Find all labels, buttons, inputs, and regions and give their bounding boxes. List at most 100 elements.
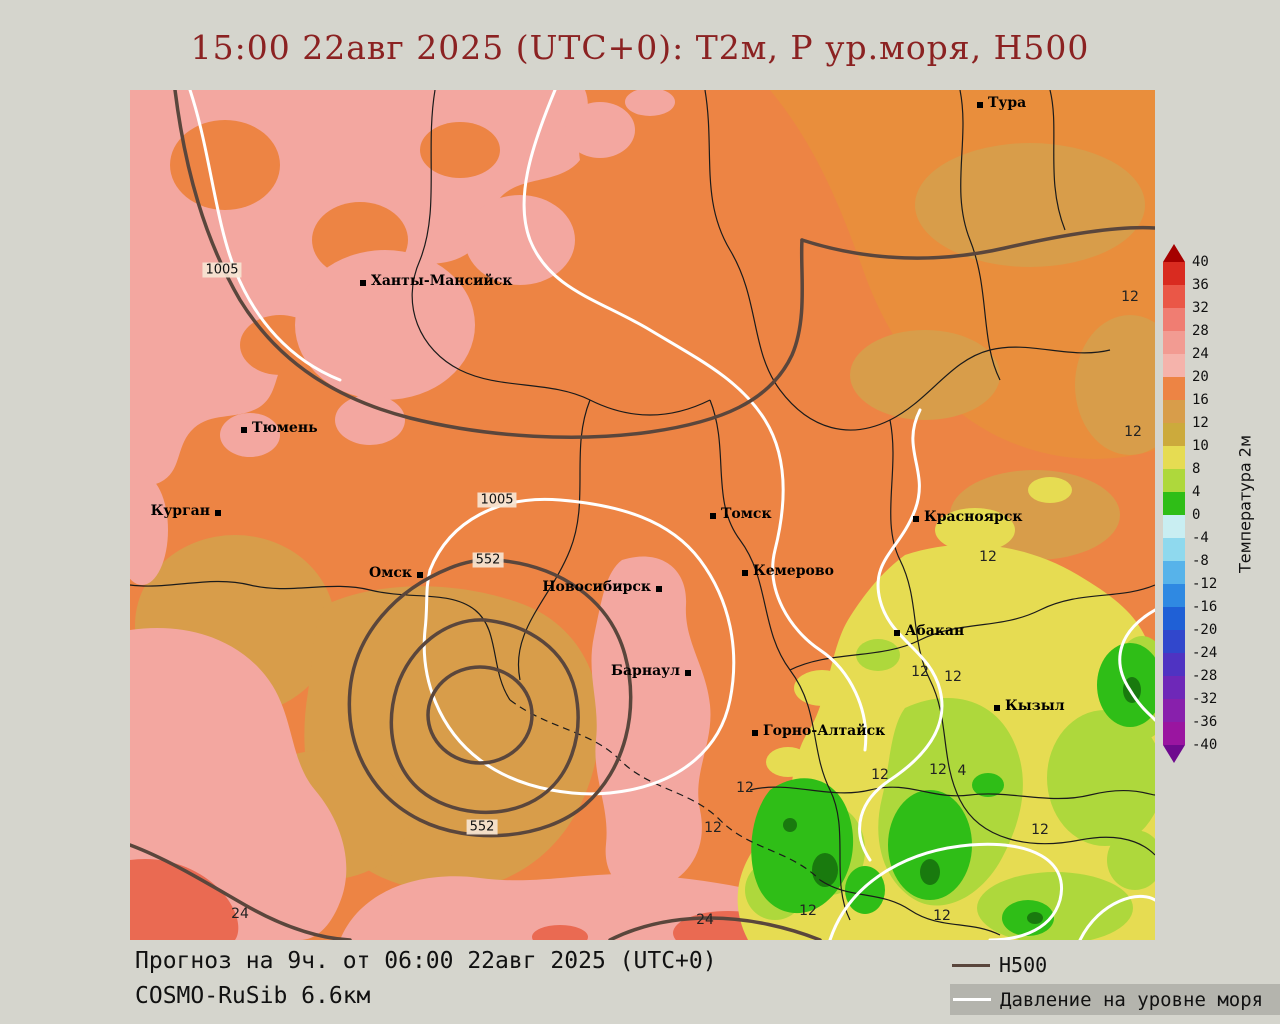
city-dot-icon: [977, 102, 983, 108]
city-label: Томск: [721, 506, 772, 522]
colorbar-band: [1163, 630, 1185, 653]
city-label: Тюмень: [252, 420, 318, 436]
colorbar-title: Температура 2м: [1235, 434, 1255, 573]
colorbar-band: [1163, 377, 1185, 400]
model-info-line: COSMO-RuSib 6.6км: [135, 983, 371, 1009]
colorbar-band: [1163, 423, 1185, 446]
contour-label: 12: [704, 820, 722, 836]
contour-label: 4: [957, 763, 967, 779]
city-label: Новосибирск: [542, 579, 651, 595]
colorbar-ticks: 40 36 32 28 24 20 16 12 10 8 4 0 -4 -8 -12 -16 -20 -24 -28…: [1192, 254, 1232, 762]
colorbar-tick: 40: [1192, 254, 1209, 270]
city-label: Красноярск: [924, 509, 1023, 525]
colorbar-tick: 28: [1192, 323, 1209, 339]
colorbar-band: [1163, 308, 1185, 331]
city-label: Ханты-Мансийск: [371, 273, 513, 289]
colorbar-tick: 4: [1192, 484, 1201, 500]
colorbar-tick: 32: [1192, 300, 1209, 316]
colorbar-band: [1163, 469, 1185, 492]
legend-pressure: Давление на уровне моря: [950, 984, 1280, 1015]
colorbar-bands: [1163, 262, 1185, 745]
colorbar-tick: -24: [1192, 645, 1218, 661]
city-label: Кемерово: [753, 563, 834, 579]
colorbar-band: [1163, 515, 1185, 538]
city-dot-icon: [913, 516, 919, 522]
city-label: Кызыл: [1005, 698, 1065, 714]
contour-label: 12: [736, 780, 754, 796]
city-label: Горно-Алтайск: [763, 723, 886, 739]
colorbar-band: [1163, 400, 1185, 423]
city-dot-icon: [417, 572, 423, 578]
city-dot-icon: [710, 513, 716, 519]
colorbar-tick: -16: [1192, 599, 1218, 615]
colorbar-tick: -12: [1192, 576, 1218, 592]
legend-h500: H500: [952, 953, 1047, 977]
colorbar-tick: 24: [1192, 346, 1209, 362]
city-label: Абакан: [905, 623, 965, 639]
colorbar-arrow-top: [1163, 244, 1185, 262]
contour-label: 12: [944, 669, 962, 685]
contour-label: 12: [871, 767, 889, 783]
city-dot-icon: [656, 586, 662, 592]
city-label: Тура: [988, 95, 1027, 111]
contour-label: 552: [472, 552, 504, 568]
colorbar-band: [1163, 653, 1185, 676]
colorbar-tick: -4: [1192, 530, 1209, 546]
pressure-label: Давление на уровне моря: [1000, 988, 1264, 1011]
city-dot-icon: [685, 670, 691, 676]
contour-label: 24: [696, 912, 714, 928]
page-title: 15:00 22авг 2025 (UTC+0): Т2м, P ур.моря…: [190, 28, 1090, 67]
contour-label: 12: [799, 903, 817, 919]
h500-label: H500: [999, 953, 1048, 977]
colorbar-band: [1163, 285, 1185, 308]
pressure-line-sample-icon: [953, 998, 991, 1001]
contour-label: 1005: [202, 262, 242, 278]
contour-label: 12: [933, 908, 951, 924]
colorbar-tick: 8: [1192, 461, 1201, 477]
colorbar-tick: 12: [1192, 415, 1209, 431]
city-dot-icon: [894, 630, 900, 636]
city-dot-icon: [994, 705, 1000, 711]
colorbar-tick: -40: [1192, 737, 1218, 753]
city-label: Барнаул: [611, 663, 680, 679]
temperature-colorbar: [1163, 244, 1185, 763]
city-dot-icon: [742, 570, 748, 576]
colorbar-band: [1163, 446, 1185, 469]
city-label: Омск: [369, 565, 412, 581]
colorbar-band: [1163, 607, 1185, 630]
colorbar-band: [1163, 492, 1185, 515]
contour-label: 12: [911, 664, 929, 680]
city-dot-icon: [360, 280, 366, 286]
colorbar-band: [1163, 699, 1185, 722]
contour-label: 12: [929, 762, 947, 778]
colorbar-band: [1163, 331, 1185, 354]
colorbar-tick: 0: [1192, 507, 1201, 523]
colorbar-band: [1163, 722, 1185, 745]
colorbar-band: [1163, 354, 1185, 377]
colorbar-band: [1163, 676, 1185, 699]
contour-label: 1005: [477, 492, 517, 508]
forecast-map: Тура Ханты-Мансийск Тюмень Курган Омск Томск К…: [130, 90, 1155, 940]
colorbar-band: [1163, 561, 1185, 584]
contour-label: 12: [1124, 424, 1142, 440]
colorbar-tick: -28: [1192, 668, 1218, 684]
city-dot-icon: [752, 730, 758, 736]
temperature-field-svg: [130, 90, 1155, 940]
city-dot-icon: [215, 510, 221, 516]
city-dot-icon: [241, 427, 247, 433]
city-label: Курган: [150, 503, 210, 519]
map-overlay: Тура Ханты-Мансийск Тюмень Курган Омск Томск К…: [130, 90, 1155, 940]
colorbar-tick: 36: [1192, 277, 1209, 293]
h500-line-sample-icon: [952, 963, 990, 967]
colorbar-tick: -36: [1192, 714, 1218, 730]
contour-label: 12: [979, 549, 997, 565]
colorbar-arrow-bottom: [1163, 745, 1185, 763]
colorbar-band: [1163, 538, 1185, 561]
contour-label: 12: [1031, 822, 1049, 838]
contour-label: 24: [231, 906, 249, 922]
colorbar-tick: -20: [1192, 622, 1218, 638]
contour-label: 12: [1121, 289, 1139, 305]
contour-label: 552: [466, 819, 498, 835]
colorbar-tick: 20: [1192, 369, 1209, 385]
colorbar-band: [1163, 584, 1185, 607]
